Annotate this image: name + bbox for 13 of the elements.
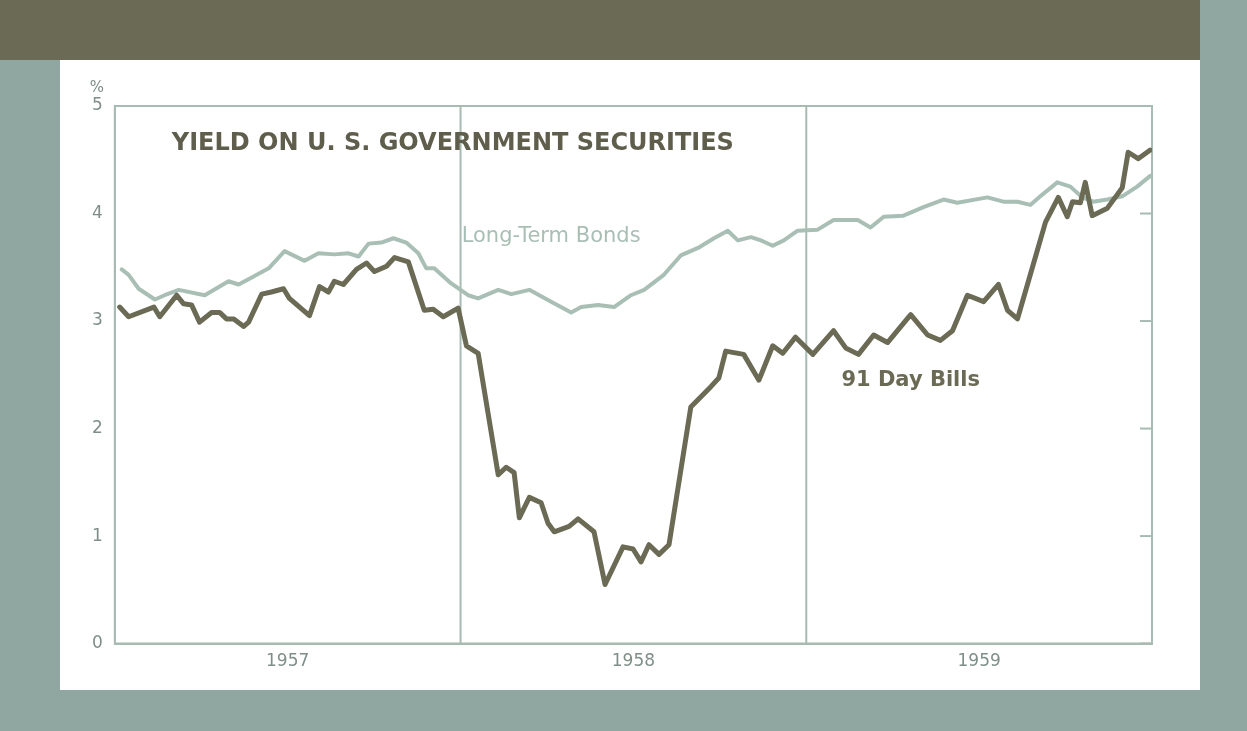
series-label: 91 Day Bills <box>841 366 980 391</box>
y-tick-label: 4 <box>91 201 103 222</box>
x-tick-label: 1957 <box>266 650 310 671</box>
y-tick-label: 3 <box>91 309 103 330</box>
series-label: Long-Term Bonds <box>461 222 641 247</box>
y-tick-label: 2 <box>91 416 103 437</box>
x-tick-label: 1959 <box>957 650 1001 671</box>
x-tick-label: 1958 <box>611 650 656 671</box>
y-tick-label: 0 <box>91 632 103 653</box>
y-tick-label: 5 <box>91 94 103 115</box>
y-axis-title: % <box>89 78 104 97</box>
text: YIELD ON U. S. GOVERNMENT SECURITIES <box>170 128 734 157</box>
y-tick-label: 1 <box>91 524 103 545</box>
